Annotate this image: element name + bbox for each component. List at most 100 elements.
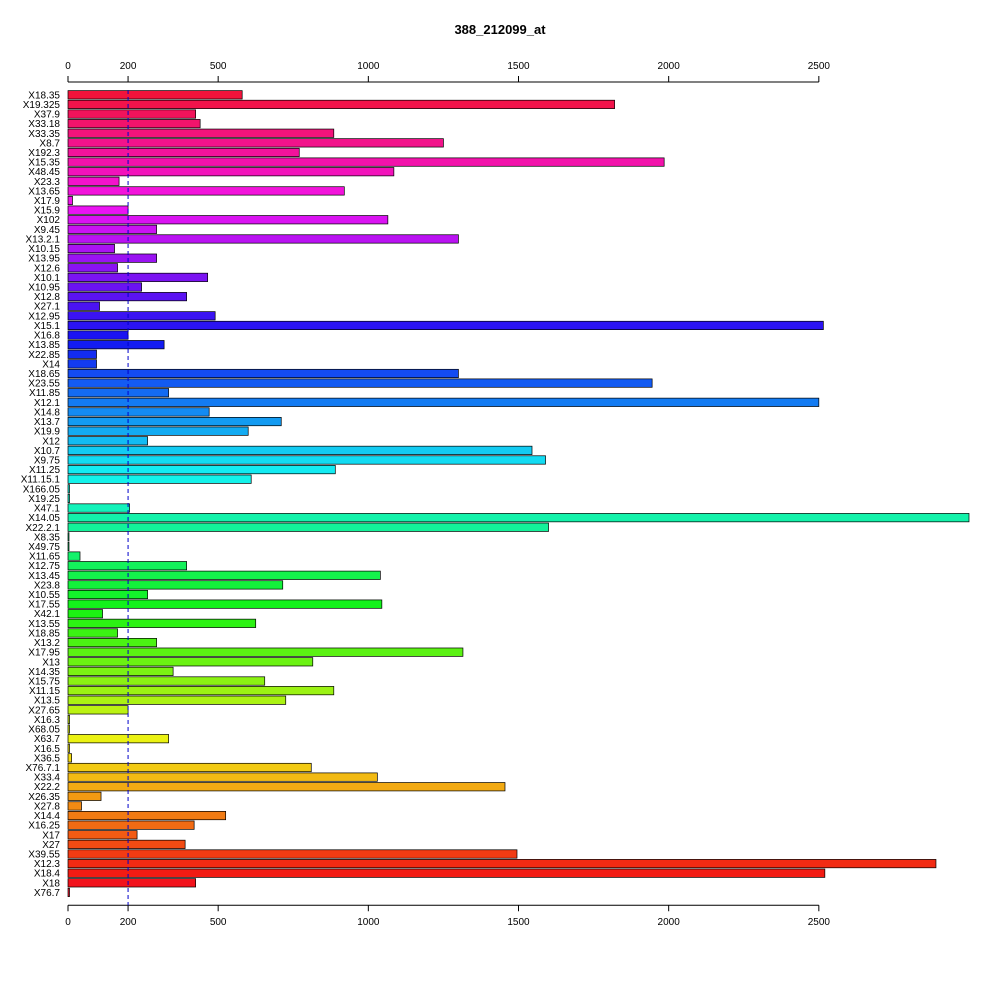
category-label: X15.75 xyxy=(28,677,60,688)
category-label: X16.25 xyxy=(28,821,60,832)
bar-X17.55 xyxy=(67,599,383,609)
bar-X13.5 xyxy=(67,695,287,705)
category-label: X17 xyxy=(42,830,60,841)
bar-X22.2.1 xyxy=(67,522,549,532)
category-label: X26.35 xyxy=(28,792,60,803)
category-label: X23.55 xyxy=(28,379,60,390)
category-label: X49.75 xyxy=(28,542,60,553)
bar-X18.35 xyxy=(67,90,243,100)
category-label: X14.35 xyxy=(28,667,60,678)
bar-X16.3 xyxy=(67,714,70,724)
tick-label: 1500 xyxy=(507,61,530,72)
category-label: X16.3 xyxy=(34,715,61,726)
category-label: X12 xyxy=(42,436,60,447)
bar-X48.45 xyxy=(67,167,395,177)
bar-X27.1 xyxy=(67,301,100,311)
bar-X26.35 xyxy=(67,791,102,801)
category-label: X22.2 xyxy=(34,782,61,793)
category-label: X19.25 xyxy=(28,494,60,505)
bar-X14.05 xyxy=(67,513,970,523)
bar-X19.325 xyxy=(67,99,615,109)
bar-X22.85 xyxy=(67,349,97,359)
bar-X23.8 xyxy=(67,580,284,590)
bar-X27 xyxy=(67,839,186,849)
bar-X42.1 xyxy=(67,609,103,619)
bars-group xyxy=(67,90,970,897)
category-label: X12.95 xyxy=(28,311,60,322)
category-label: X11.65 xyxy=(29,552,60,563)
bar-X9.75 xyxy=(67,455,546,465)
bar-X8.35 xyxy=(67,532,70,542)
bar-X12.6 xyxy=(67,263,118,273)
category-label: X18.4 xyxy=(34,869,61,880)
bar-X49.75 xyxy=(67,541,70,552)
bar-X15.9 xyxy=(67,205,129,215)
tick-label: 1000 xyxy=(357,61,380,72)
category-label: X13.55 xyxy=(28,619,60,630)
bar-X10.7 xyxy=(67,445,533,455)
bar-X102 xyxy=(67,215,389,225)
category-label: X12.3 xyxy=(34,859,61,870)
tick-label: 2000 xyxy=(658,61,681,72)
bar-X33.35 xyxy=(67,128,335,138)
bar-X76.7 xyxy=(67,887,70,897)
category-label: X22.2.1 xyxy=(26,523,61,534)
bar-X36.5 xyxy=(67,753,72,763)
bar-X10.55 xyxy=(67,589,148,600)
bar-X13.55 xyxy=(67,618,257,628)
bar-X18.85 xyxy=(67,628,118,638)
category-label: X18.65 xyxy=(28,369,60,380)
bar-X18.65 xyxy=(67,368,459,379)
bar-X12.75 xyxy=(67,561,187,571)
category-label: X10.55 xyxy=(28,590,60,601)
category-label: X27 xyxy=(42,840,60,851)
category-label: X11.85 xyxy=(29,388,60,399)
bar-X68.05 xyxy=(67,724,70,734)
category-label: X11.25 xyxy=(29,465,60,476)
bar-X16.25 xyxy=(67,820,195,830)
bar-X15.35 xyxy=(67,157,665,167)
bar-X13.95 xyxy=(67,253,157,263)
category-label: X39.55 xyxy=(28,849,60,860)
bar-X14.35 xyxy=(67,666,174,676)
bar-X19.25 xyxy=(67,493,70,503)
bar-X27.65 xyxy=(67,705,129,715)
category-label: X15.35 xyxy=(28,158,60,169)
category-label: X22.85 xyxy=(28,350,60,361)
category-label: X13.5 xyxy=(34,696,61,707)
category-label: X10.95 xyxy=(28,283,60,294)
bar-X16.8 xyxy=(67,330,129,340)
category-label: X13.2 xyxy=(34,638,61,649)
bar-X11.15 xyxy=(67,686,335,696)
bar-X23.3 xyxy=(67,176,120,186)
category-label: X16.8 xyxy=(34,331,61,342)
category-label: X10.15 xyxy=(28,244,60,255)
category-label: X33.4 xyxy=(34,773,61,784)
category-label: X76.7.1 xyxy=(26,763,61,774)
category-label: X12.8 xyxy=(34,292,61,303)
category-label: X13.85 xyxy=(28,340,60,351)
category-label: X19.9 xyxy=(34,427,61,438)
category-label: X13.7 xyxy=(34,417,61,428)
bar-X13.85 xyxy=(67,340,165,350)
bar-X192.3 xyxy=(67,147,300,158)
category-label: X63.7 xyxy=(34,734,61,745)
tick-label: 1000 xyxy=(357,917,380,928)
bar-X14 xyxy=(67,359,97,369)
tick-label: 500 xyxy=(210,917,227,928)
bar-X33.18 xyxy=(67,119,201,129)
category-label: X37.9 xyxy=(34,110,61,121)
tick-label: 0 xyxy=(65,61,71,72)
chart-title: 388_212099_at xyxy=(454,22,546,37)
category-label: X9.45 xyxy=(34,225,61,236)
bar-X23.55 xyxy=(67,378,653,388)
category-label: X10.1 xyxy=(34,273,61,284)
bar-X47.1 xyxy=(67,503,130,513)
bar-X17.9 xyxy=(67,195,73,206)
category-label: X102 xyxy=(37,215,61,226)
bottom-axis: 0 200 500 1000 1500 2000 2500 xyxy=(65,904,830,928)
bar-X16.5 xyxy=(67,743,70,753)
tick-label: 2000 xyxy=(658,917,681,928)
bar-X11.25 xyxy=(67,465,336,475)
